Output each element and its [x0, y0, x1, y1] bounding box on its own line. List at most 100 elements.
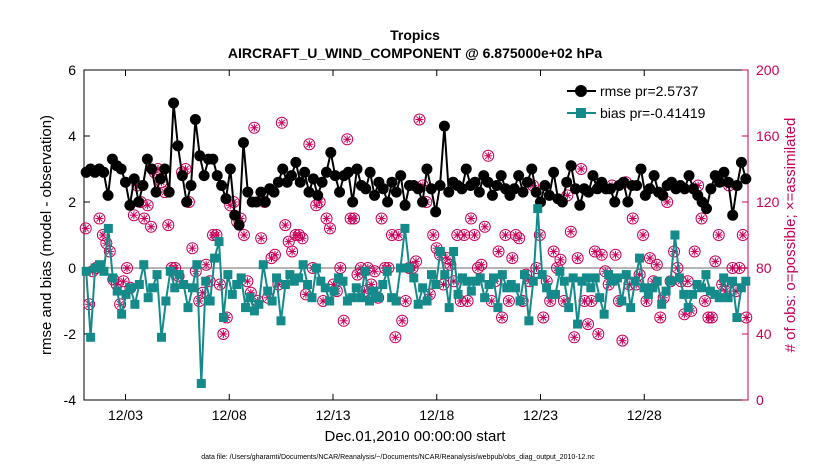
bias-point — [488, 273, 498, 283]
obs-possible-marker — [588, 245, 601, 258]
obs-possible-marker — [145, 220, 158, 233]
obs-possible-marker — [575, 163, 588, 175]
rmse-point — [609, 196, 621, 208]
rmse-point — [312, 189, 324, 201]
rmse-point — [255, 186, 267, 198]
obs-assimilated-marker — [467, 214, 476, 223]
bias-point — [555, 266, 565, 276]
x-tick-label: 12/28 — [627, 407, 662, 423]
rmse-point — [137, 180, 149, 191]
obs-possible-marker — [279, 219, 292, 232]
bias-point — [542, 283, 552, 293]
obs-assimilated-marker — [728, 264, 737, 272]
rmse-point — [548, 166, 560, 178]
rmse-point — [583, 186, 595, 198]
bias-point — [679, 289, 689, 299]
obs-assimilated-marker — [498, 313, 507, 322]
bias-point — [586, 283, 596, 293]
rmse-point — [657, 189, 669, 201]
y-tick-label-left: 4 — [68, 128, 76, 144]
bias-point — [396, 263, 406, 273]
obs-possible-marker — [643, 252, 656, 265]
obs-assimilated-marker — [597, 250, 606, 259]
bias-point — [143, 293, 153, 303]
bias-point — [453, 289, 463, 299]
bias-point — [732, 313, 742, 322]
rmse-point — [622, 196, 634, 208]
rmse-point — [286, 170, 297, 182]
obs-possible-marker — [698, 295, 711, 307]
rmse-point — [644, 183, 656, 195]
bias-point — [652, 276, 662, 286]
obs-possible-marker — [79, 222, 92, 235]
y-axis-label-right: # of obs: o=possible; ×=assimilated — [782, 118, 799, 353]
obs-assimilated-marker — [325, 224, 334, 233]
obs-possible-marker — [537, 311, 550, 324]
obs-possible-marker — [121, 262, 134, 274]
obs-possible-marker — [255, 232, 268, 245]
bias-point — [373, 293, 383, 303]
obs-possible-marker — [217, 328, 230, 340]
rmse-point — [294, 176, 306, 188]
obs-assimilated-marker — [367, 280, 376, 289]
obs-assimilated-marker — [508, 254, 517, 263]
bias-point — [108, 273, 118, 283]
rmse-point — [722, 176, 734, 188]
bias-point — [130, 299, 140, 309]
bias-point — [165, 266, 175, 276]
obs-possible-marker — [637, 229, 650, 241]
legend-bias-marker — [576, 108, 586, 118]
bias-point — [595, 293, 605, 303]
obs-assimilated-marker — [322, 214, 331, 223]
rmse-point — [517, 186, 529, 198]
bias-point — [564, 303, 574, 313]
obs-possible-marker — [213, 278, 226, 291]
x-tick-label: 12/03 — [108, 407, 143, 423]
rmse-point — [102, 189, 114, 201]
rmse-point — [290, 156, 302, 168]
rmse-point — [299, 166, 311, 178]
obs-assimilated-marker — [339, 316, 348, 325]
bias-point — [409, 273, 419, 283]
rmse-point — [176, 170, 188, 182]
obs-possible-marker — [138, 212, 151, 225]
obs-possible-marker — [482, 149, 495, 162]
bias-point — [378, 280, 388, 289]
rmse-point — [194, 150, 206, 162]
y-tick-label-left: 6 — [68, 62, 76, 78]
y-tick-label-left: 2 — [68, 194, 76, 210]
rmse-point — [486, 189, 498, 201]
x-tick-label: 12/18 — [419, 407, 454, 423]
bias-point — [134, 280, 144, 289]
bias-point — [643, 289, 653, 299]
rmse-point — [390, 186, 402, 198]
rmse-point — [417, 196, 429, 208]
bias-point — [316, 276, 326, 286]
rmse-point — [508, 183, 520, 195]
obs-assimilated-marker — [587, 297, 596, 305]
bias-point — [285, 270, 295, 280]
obs-assimilated-marker — [549, 247, 558, 256]
bias-point — [728, 276, 738, 286]
obs-assimilated-marker — [147, 222, 156, 231]
obs-assimilated-marker — [343, 135, 352, 144]
obs-assimilated-marker — [570, 333, 579, 342]
obs-assimilated-marker — [284, 237, 293, 246]
rmse-point — [154, 173, 166, 185]
obs-assimilated-marker — [470, 231, 479, 239]
bias-point — [697, 283, 707, 293]
bias-point — [484, 280, 494, 289]
rmse-point — [399, 199, 411, 211]
bias-point — [714, 293, 724, 303]
obs-assimilated-marker — [566, 227, 575, 236]
obs-assimilated-marker — [584, 320, 593, 329]
rmse-point — [604, 183, 616, 195]
bias-point — [604, 270, 614, 280]
obs-assimilated-marker — [628, 214, 637, 223]
rmse-point — [316, 176, 328, 188]
rmse-point — [303, 186, 315, 198]
obs-possible-marker — [337, 314, 350, 327]
rmse-point — [237, 137, 249, 149]
bias-point — [148, 283, 158, 293]
